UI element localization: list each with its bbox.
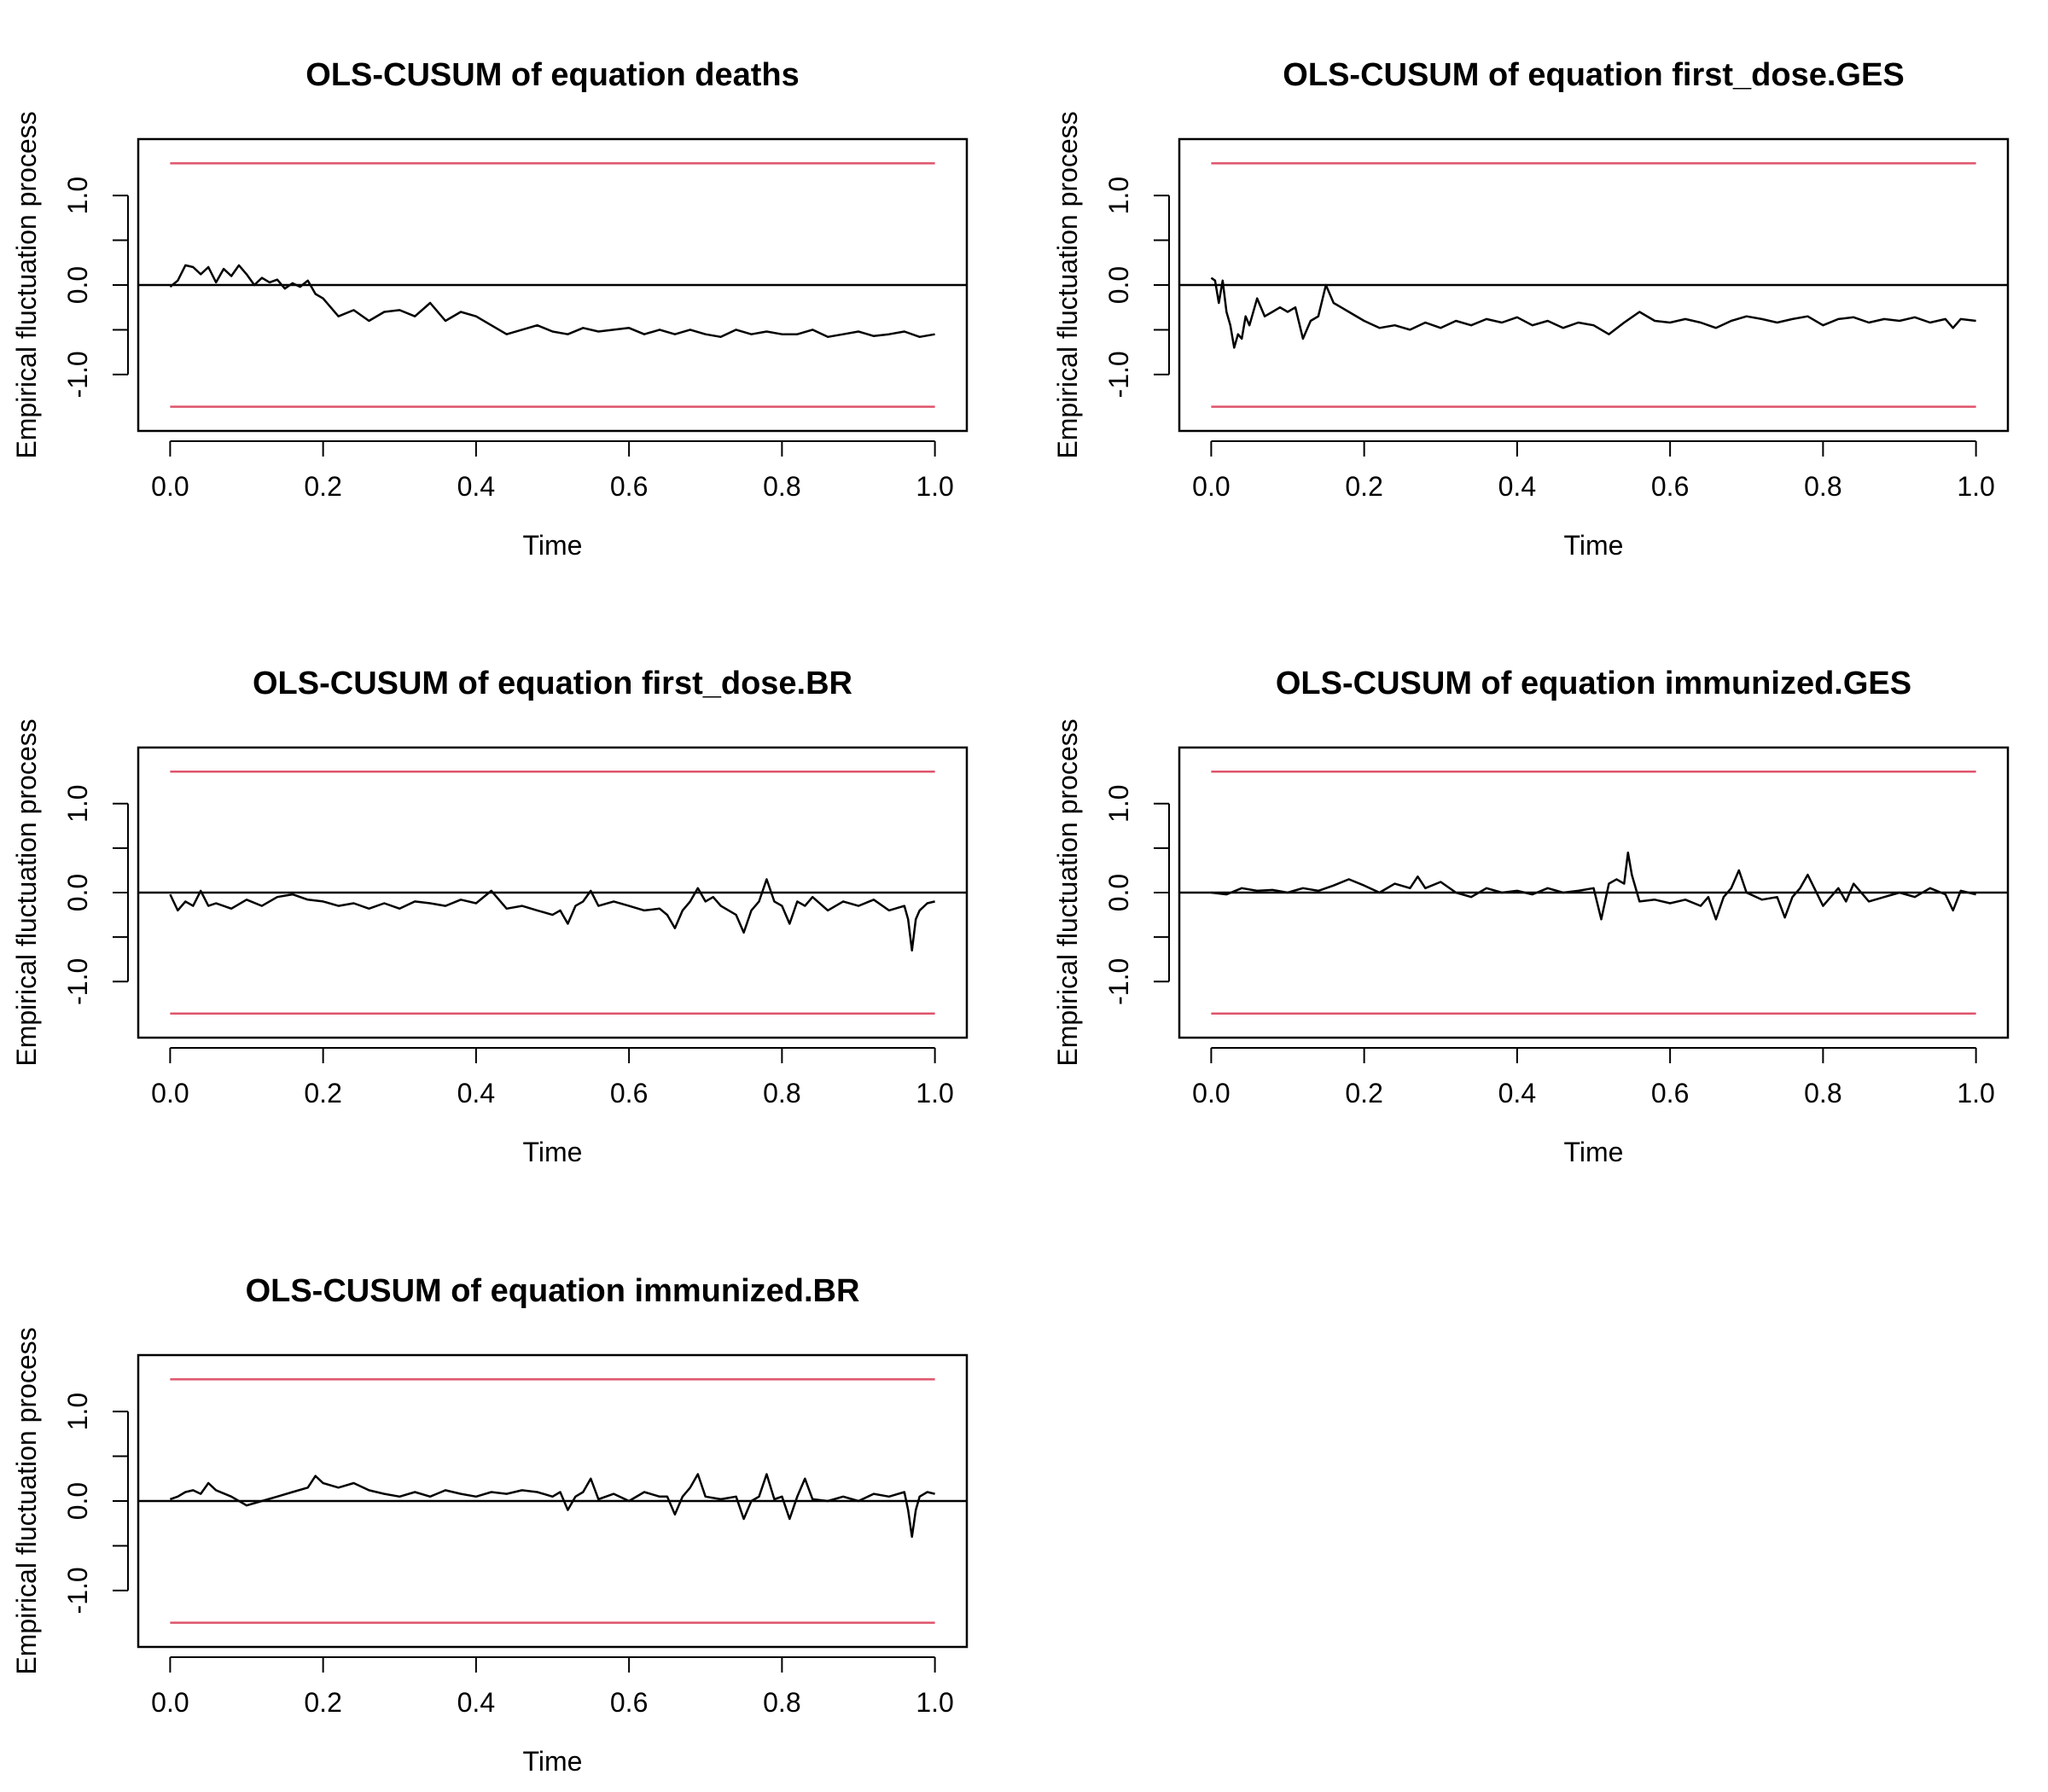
x-tick-label: 1.0 <box>916 1078 953 1108</box>
y-axis-label: Empirical fluctuation process <box>11 1327 42 1674</box>
x-tick-label: 0.6 <box>610 1687 648 1718</box>
x-tick-label: 0.8 <box>763 1078 800 1108</box>
x-tick-label: 0.2 <box>304 471 341 502</box>
y-axis-label: Empirical fluctuation process <box>11 719 42 1066</box>
x-tick-label: 0.0 <box>151 1687 189 1718</box>
y-tick-label: 0.0 <box>62 266 93 304</box>
fluctuation-process-line <box>1210 276 1976 349</box>
chart-title: OLS-CUSUM of equation deaths <box>305 57 799 93</box>
x-tick-label: 1.0 <box>916 1687 953 1718</box>
x-tick-label: 0.8 <box>1804 1078 1841 1108</box>
x-tick-label: 0.4 <box>457 1078 495 1108</box>
x-tick-label: 0.6 <box>610 471 648 502</box>
y-tick-label: 0.0 <box>62 1482 93 1520</box>
fluctuation-process-line <box>1211 851 1976 921</box>
chart-panel-5: OLS-CUSUM of equation immunized.BR Time Em… <box>11 1273 969 1777</box>
y-tick-label: 1.0 <box>1103 177 1134 214</box>
x-tick-label: 1.0 <box>916 471 953 502</box>
x-tick-label: 0.4 <box>1498 1078 1536 1108</box>
chart-panel-2: OLS-CUSUM of equation first_dose.GES Time… <box>1052 57 2010 561</box>
x-tick-label: 0.4 <box>1498 471 1536 502</box>
y-axis-label: Empirical fluctuation process <box>11 111 42 458</box>
fluctuation-process-line <box>169 1473 935 1539</box>
fluctuation-process-line <box>169 878 935 952</box>
x-axis-label: Time <box>523 1746 583 1777</box>
x-tick-label: 1.0 <box>1957 1078 1994 1108</box>
x-tick-label: 0.8 <box>763 471 800 502</box>
x-tick-label: 0.0 <box>1192 1078 1230 1108</box>
y-tick-label: -1.0 <box>1103 958 1134 1005</box>
x-tick-label: 0.0 <box>1192 471 1230 502</box>
x-tick-label: 0.2 <box>1345 1078 1382 1108</box>
y-tick-label: -1.0 <box>1103 351 1134 398</box>
x-axis-label: Time <box>523 530 583 561</box>
y-tick-label: 0.0 <box>62 874 93 911</box>
y-axis-label: Empirical fluctuation process <box>1052 111 1083 458</box>
x-axis-label: Time <box>1564 1137 1624 1167</box>
y-tick-label: 1.0 <box>62 784 93 822</box>
chart-panel-4: OLS-CUSUM of equation immunized.GES Time E… <box>1052 666 2010 1167</box>
y-tick-label: 1.0 <box>62 177 93 214</box>
x-axis-label: Time <box>523 1137 583 1167</box>
x-tick-label: 0.6 <box>1651 1078 1689 1108</box>
y-tick-label: -1.0 <box>62 1567 93 1614</box>
x-axis-label: Time <box>1564 530 1624 561</box>
x-tick-label: 0.2 <box>1345 471 1382 502</box>
x-tick-label: 0.4 <box>457 1687 495 1718</box>
y-tick-label: -1.0 <box>62 351 93 398</box>
x-tick-label: 0.2 <box>304 1687 341 1718</box>
x-tick-label: 0.8 <box>1804 471 1841 502</box>
chart-title: OLS-CUSUM of equation immunized.BR <box>246 1273 860 1309</box>
y-tick-label: -1.0 <box>62 958 93 1005</box>
chart-title: OLS-CUSUM of equation first_dose.BR <box>253 666 852 701</box>
chart-title: OLS-CUSUM of equation first_dose.GES <box>1283 57 1904 93</box>
y-tick-label: 0.0 <box>1103 874 1134 911</box>
x-tick-label: 0.8 <box>763 1687 800 1718</box>
x-tick-label: 0.2 <box>304 1078 341 1108</box>
y-axis-label: Empirical fluctuation process <box>1052 719 1083 1066</box>
x-tick-label: 0.6 <box>610 1078 648 1108</box>
x-tick-label: 1.0 <box>1957 471 1994 502</box>
y-tick-label: 0.0 <box>1103 266 1134 304</box>
chart-panel-3: OLS-CUSUM of equation first_dose.BR Time E… <box>11 666 969 1167</box>
x-tick-label: 0.6 <box>1651 471 1689 502</box>
chart-title: OLS-CUSUM of equation immunized.GES <box>1276 666 1911 701</box>
x-tick-label: 0.4 <box>457 471 495 502</box>
chart-panel-1: OLS-CUSUM of equation deaths Time Empirica… <box>11 57 969 561</box>
fluctuation-process-line <box>169 264 935 339</box>
y-tick-label: 1.0 <box>1103 784 1134 822</box>
x-tick-label: 0.0 <box>151 471 189 502</box>
x-tick-label: 0.0 <box>151 1078 189 1108</box>
y-tick-label: 1.0 <box>62 1393 93 1430</box>
